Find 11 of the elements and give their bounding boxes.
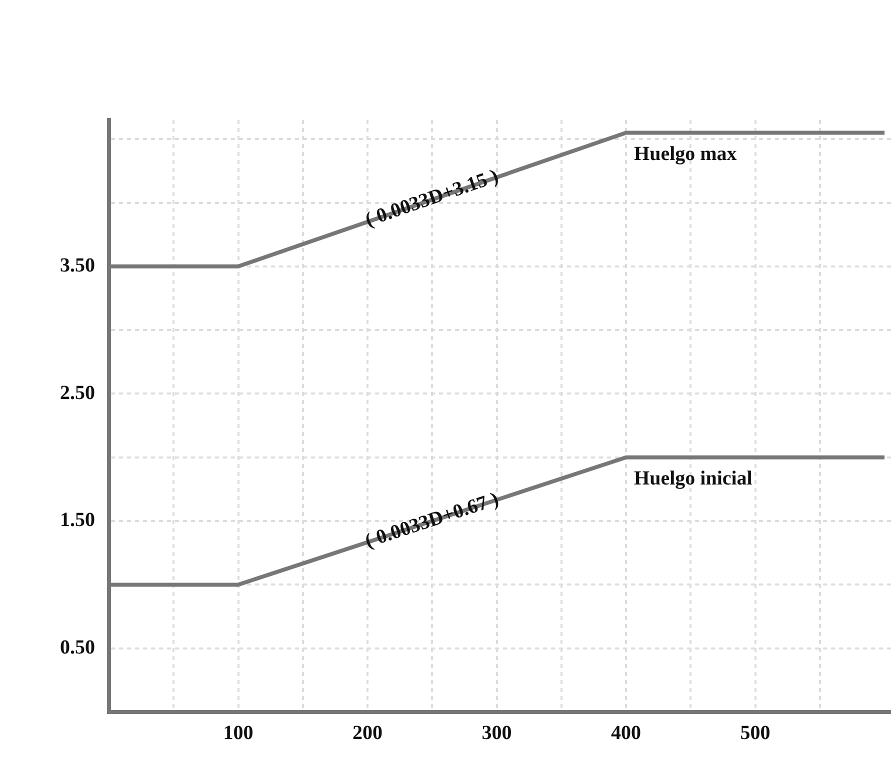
- x-tick-label: 500: [740, 722, 770, 744]
- x-tick-label: 400: [611, 722, 642, 744]
- y-tick-label: 1.50: [60, 509, 95, 532]
- series-label: Huelgo inicial: [634, 468, 753, 490]
- y-tick-label: 2.50: [60, 382, 95, 404]
- x-tick-label: 100: [223, 722, 254, 744]
- series-label: Huelgo max: [634, 142, 737, 165]
- x-tick-label: 300: [482, 722, 512, 744]
- y-tick-label: 3.50: [60, 254, 95, 277]
- x-tick-label: 200: [352, 722, 383, 744]
- y-tick-label: 0.50: [60, 636, 95, 659]
